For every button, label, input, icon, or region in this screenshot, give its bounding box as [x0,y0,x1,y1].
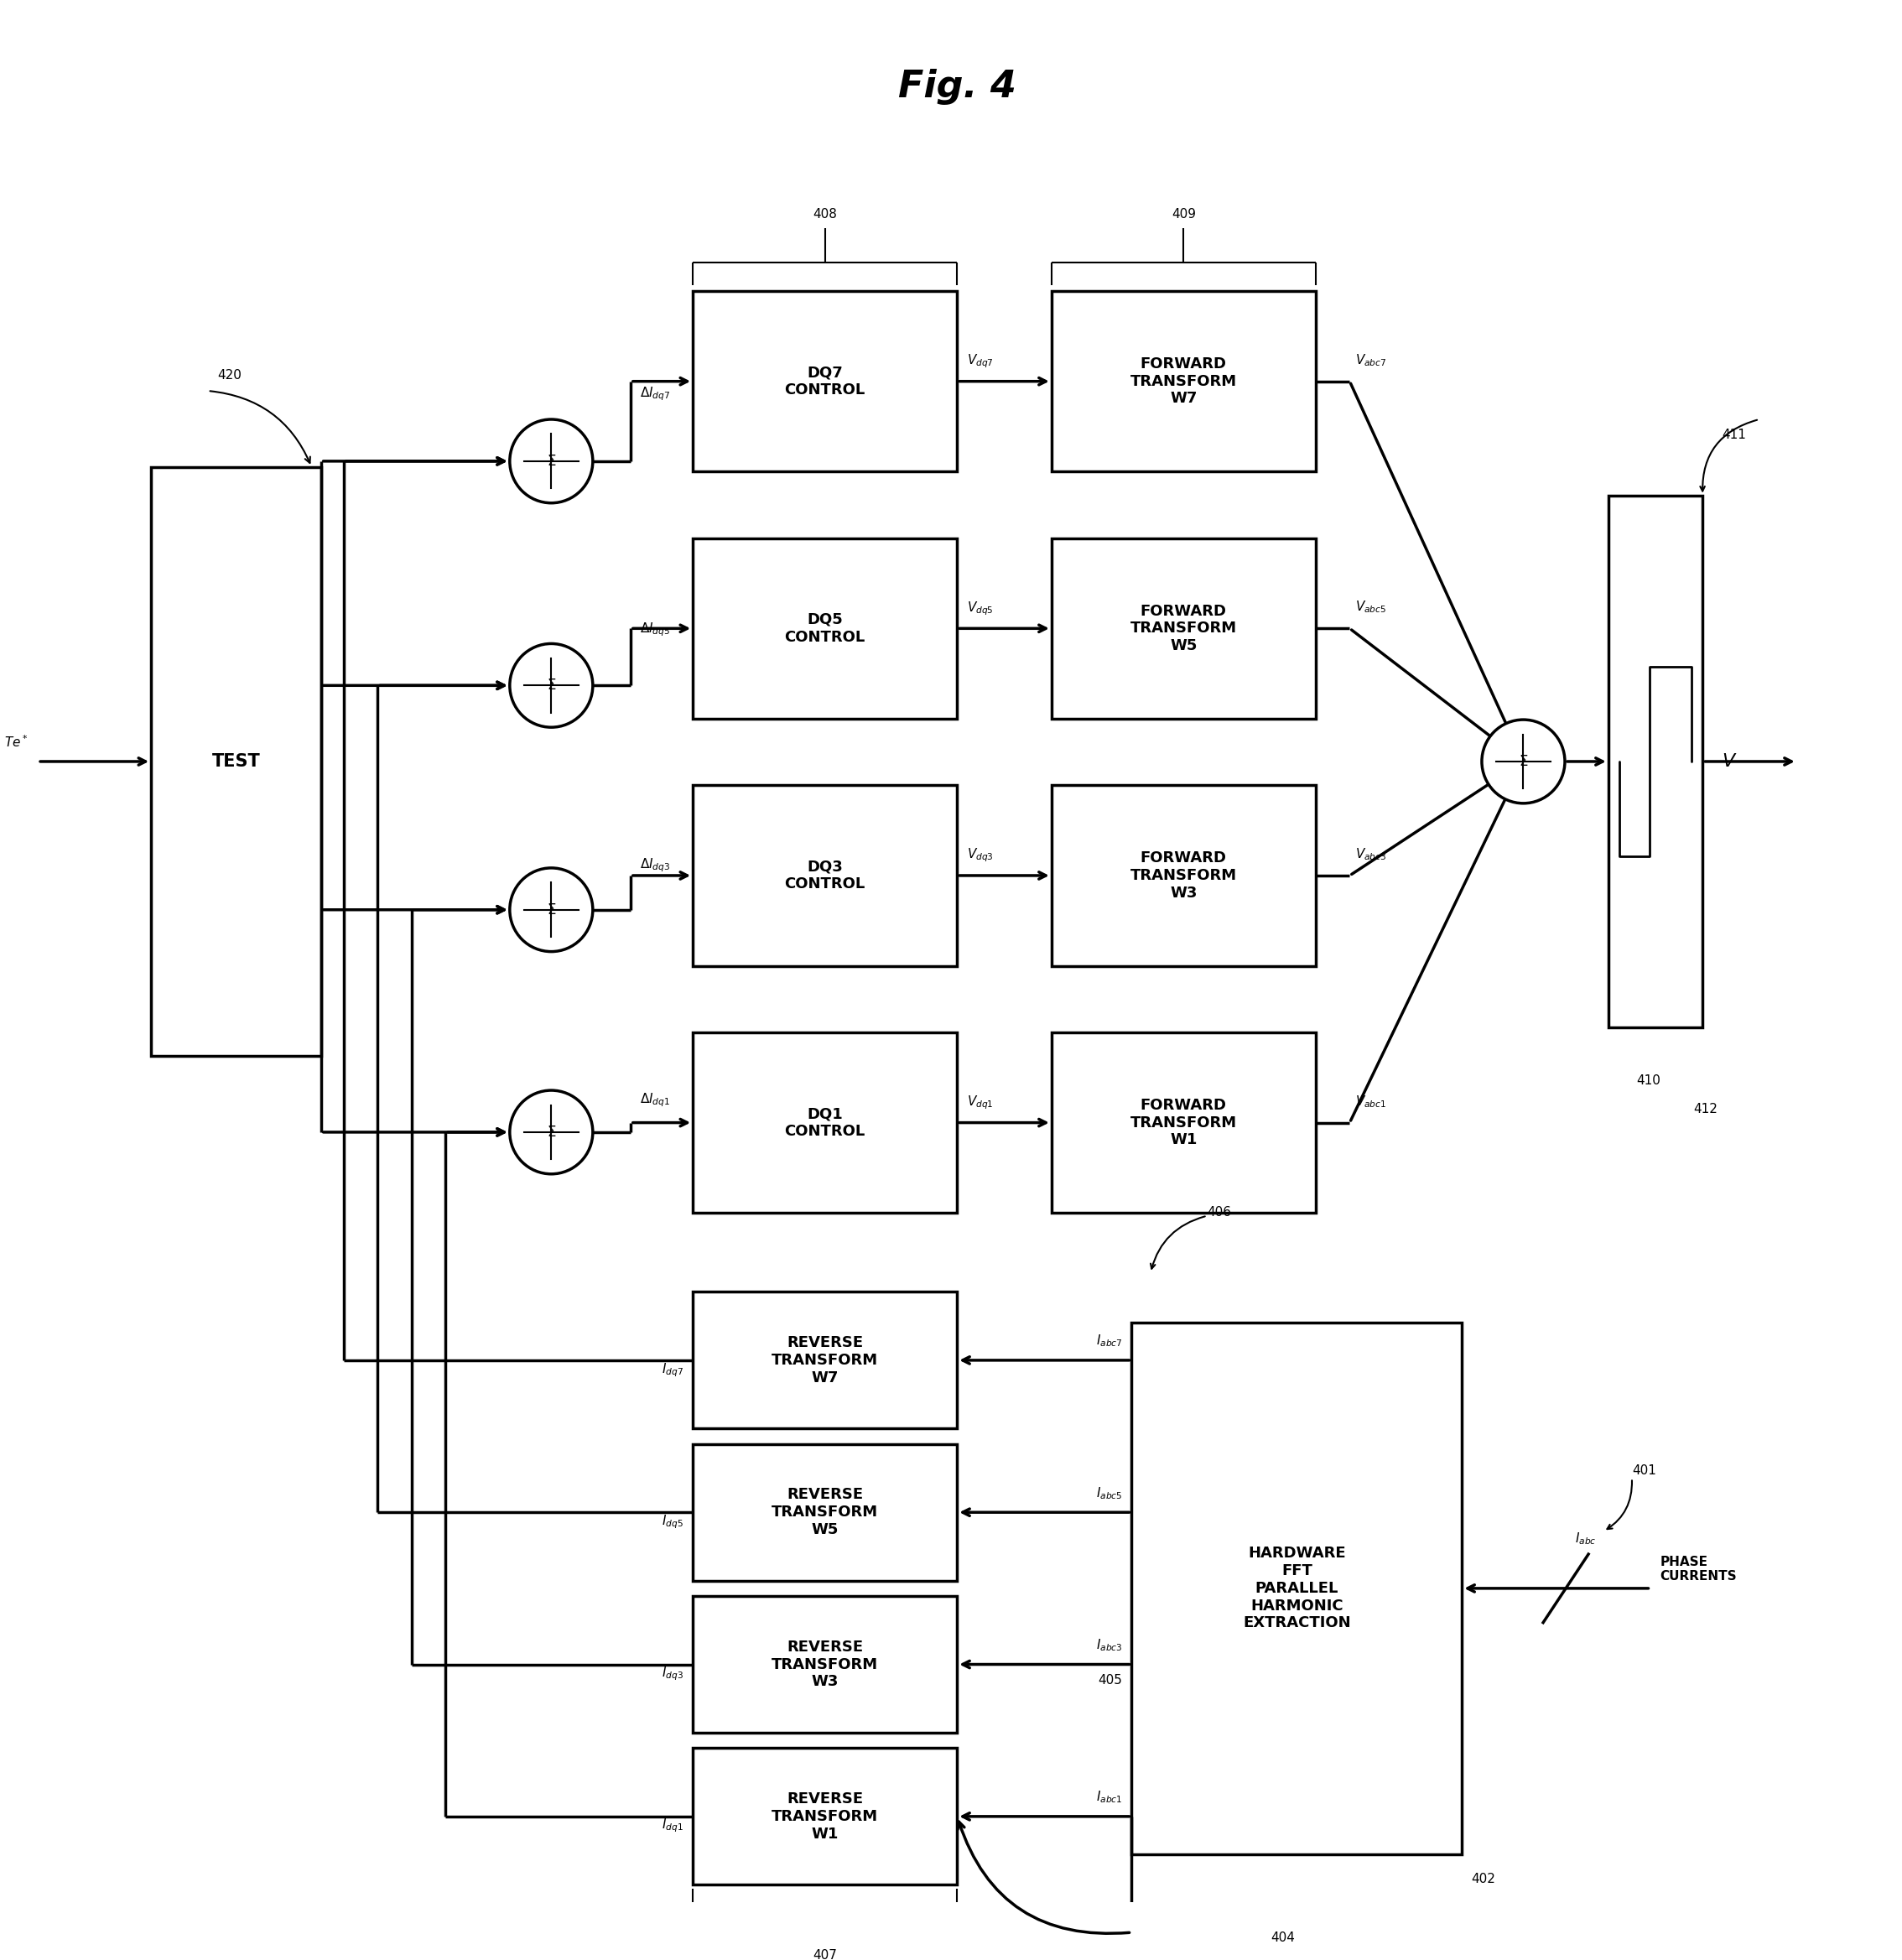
Text: $\Delta I_{dq5}$: $\Delta I_{dq5}$ [639,621,670,637]
Text: $V$: $V$ [1721,753,1737,770]
Bar [692,1033,957,1213]
Bar [150,466,321,1056]
Text: DQ3
CONTROL: DQ3 CONTROL [786,858,865,892]
Circle shape [510,868,593,951]
Bar [692,290,957,472]
Text: $\Sigma$: $\Sigma$ [1518,755,1527,768]
Circle shape [1482,719,1565,804]
Text: FORWARD
TRANSFORM
W3: FORWARD TRANSFORM W3 [1130,851,1236,900]
Bar [692,1445,957,1582]
Circle shape [510,1090,593,1174]
Bar [1052,786,1316,966]
Text: 406: 406 [1208,1205,1231,1219]
Text: $V_{dq7}$: $V_{dq7}$ [966,353,993,370]
Bar [692,1292,957,1429]
Bar [1132,1323,1463,1854]
Text: 407: 407 [812,1950,837,1960]
Text: FORWARD
TRANSFORM
W1: FORWARD TRANSFORM W1 [1130,1098,1236,1149]
Text: $V_{abc1}$: $V_{abc1}$ [1356,1094,1387,1109]
Text: 401: 401 [1632,1464,1657,1476]
Bar [1052,539,1316,719]
Text: $\Sigma$: $\Sigma$ [546,902,555,917]
Text: Fig. 4: Fig. 4 [898,69,1016,104]
Text: DQ1
CONTROL: DQ1 CONTROL [786,1105,865,1139]
Text: $V_{abc5}$: $V_{abc5}$ [1356,600,1387,615]
Text: $Te^*$: $Te^*$ [4,735,29,751]
Circle shape [510,419,593,504]
Text: DQ7
CONTROL: DQ7 CONTROL [786,365,865,398]
Text: DQ5
CONTROL: DQ5 CONTROL [786,612,865,645]
Text: 409: 409 [1172,208,1196,221]
Text: 408: 408 [812,208,837,221]
Text: $I_{dq3}$: $I_{dq3}$ [662,1666,683,1682]
Bar [692,539,957,719]
Text: 404: 404 [1271,1933,1295,1944]
Text: REVERSE
TRANSFORM
W3: REVERSE TRANSFORM W3 [772,1639,879,1690]
Text: $V_{dq3}$: $V_{dq3}$ [966,847,993,864]
Bar [692,786,957,966]
Text: 411: 411 [1721,429,1746,441]
Bar [1052,1033,1316,1213]
Text: HARDWARE
FFT
PARALLEL
HARMONIC
EXTRACTION: HARDWARE FFT PARALLEL HARMONIC EXTRACTIO… [1242,1546,1350,1631]
Text: 405: 405 [1097,1674,1122,1686]
Text: $I_{dq1}$: $I_{dq1}$ [662,1817,683,1835]
Circle shape [510,643,593,727]
Text: TEST: TEST [211,753,261,770]
Text: 420: 420 [217,368,242,382]
Text: $V_{abc3}$: $V_{abc3}$ [1356,847,1387,862]
Text: $\Sigma$: $\Sigma$ [546,453,555,468]
Text: $V_{abc7}$: $V_{abc7}$ [1356,353,1387,368]
Text: $\Sigma$: $\Sigma$ [546,678,555,694]
Text: PHASE
CURRENTS: PHASE CURRENTS [1660,1556,1737,1584]
Text: $I_{abc3}$: $I_{abc3}$ [1096,1637,1122,1652]
Text: $V_{dq5}$: $V_{dq5}$ [966,600,993,617]
Text: REVERSE
TRANSFORM
W7: REVERSE TRANSFORM W7 [772,1335,879,1386]
Text: $\Delta I_{dq3}$: $\Delta I_{dq3}$ [639,857,671,874]
Text: $V_{dq1}$: $V_{dq1}$ [966,1094,993,1111]
Bar [692,1748,957,1886]
Text: $\Delta I_{dq7}$: $\Delta I_{dq7}$ [639,384,671,402]
Text: $I_{abc}$: $I_{abc}$ [1575,1531,1596,1546]
Text: REVERSE
TRANSFORM
W5: REVERSE TRANSFORM W5 [772,1488,879,1537]
Text: REVERSE
TRANSFORM
W1: REVERSE TRANSFORM W1 [772,1791,879,1842]
Text: $I_{abc1}$: $I_{abc1}$ [1096,1789,1122,1805]
Text: 402: 402 [1472,1874,1495,1886]
Text: $I_{dq7}$: $I_{dq7}$ [662,1360,683,1378]
Bar [692,1595,957,1733]
Text: 412: 412 [1693,1103,1718,1115]
Bar [1052,290,1316,472]
Text: FORWARD
TRANSFORM
W5: FORWARD TRANSFORM W5 [1130,604,1236,653]
Bar [1609,496,1702,1027]
Text: $I_{dq5}$: $I_{dq5}$ [662,1513,683,1531]
Text: $\Sigma$: $\Sigma$ [546,1125,555,1139]
Text: $I_{abc7}$: $I_{abc7}$ [1096,1333,1122,1348]
Text: $I_{abc5}$: $I_{abc5}$ [1096,1486,1122,1501]
Text: FORWARD
TRANSFORM
W7: FORWARD TRANSFORM W7 [1130,357,1236,406]
Text: 410: 410 [1636,1074,1660,1088]
Text: $\Delta I_{dq1}$: $\Delta I_{dq1}$ [639,1092,670,1109]
